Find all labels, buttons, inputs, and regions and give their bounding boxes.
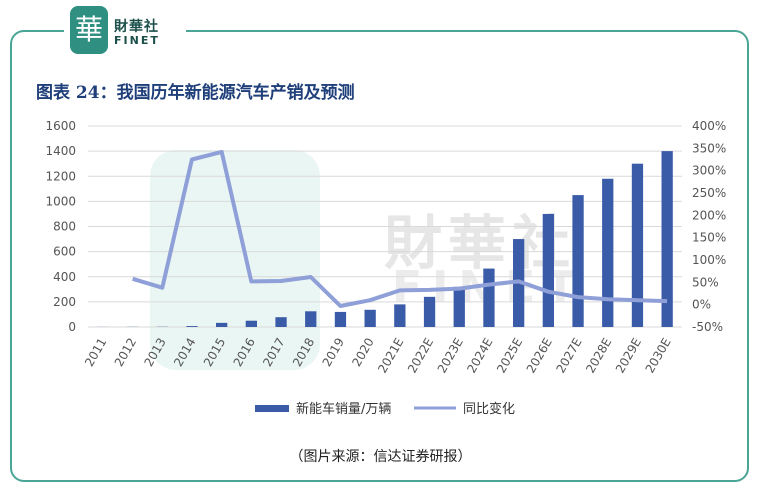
x-tick-label: 2028E bbox=[583, 336, 614, 376]
bar bbox=[364, 309, 376, 327]
x-tick-label: 2027E bbox=[553, 336, 584, 376]
x-tick-label: 2013 bbox=[141, 336, 168, 369]
bar bbox=[572, 195, 584, 327]
x-tick-label: 2021E bbox=[375, 336, 406, 376]
finet-logo: 華 財華社 FINET bbox=[64, 6, 186, 60]
legend-bar-swatch bbox=[255, 405, 289, 412]
left-tick-label: 400 bbox=[53, 270, 76, 284]
x-tick-label: 2011 bbox=[82, 336, 109, 369]
x-tick-label: 2023E bbox=[435, 336, 466, 376]
x-tick-label: 2022E bbox=[405, 336, 436, 376]
bar bbox=[453, 286, 465, 327]
right-tick-label: 400% bbox=[692, 119, 726, 133]
bar bbox=[423, 296, 436, 327]
right-tick-label: 250% bbox=[692, 186, 726, 200]
x-tick-label: 2017 bbox=[260, 336, 287, 369]
bar bbox=[542, 213, 554, 327]
left-tick-label: 1000 bbox=[45, 194, 76, 208]
right-tick-label: 50% bbox=[692, 275, 719, 289]
x-tick-label: 2024E bbox=[464, 336, 495, 376]
source-note: （图片来源：信达证券研报） bbox=[289, 449, 472, 465]
chart-frame bbox=[10, 30, 749, 482]
x-tick-label: 2014 bbox=[171, 336, 198, 369]
bar bbox=[661, 151, 673, 327]
left-tick-label: 1200 bbox=[45, 169, 76, 183]
bar bbox=[186, 326, 198, 327]
x-tick-label: 2026E bbox=[524, 336, 555, 376]
bar-series bbox=[97, 151, 673, 327]
left-tick-label: 200 bbox=[53, 295, 76, 309]
legend-bar-label: 新能车销量/万辆 bbox=[296, 401, 391, 417]
right-tick-label: 100% bbox=[692, 253, 726, 267]
watermark-chinese: 財華社 bbox=[384, 209, 577, 277]
left-tick-label: 800 bbox=[53, 220, 76, 234]
right-tick-label: 300% bbox=[692, 164, 726, 178]
left-tick-label: 600 bbox=[53, 245, 76, 259]
legend-line-label: 同比变化 bbox=[463, 401, 515, 417]
right-tick-label: 200% bbox=[692, 208, 726, 222]
x-tick-label: 2019 bbox=[320, 336, 347, 369]
bar bbox=[245, 320, 257, 327]
x-tick-label: 2020 bbox=[349, 336, 376, 369]
bar bbox=[334, 311, 347, 327]
yoy-line bbox=[132, 149, 668, 308]
logo-english: FINET bbox=[114, 34, 160, 47]
right-tick-label: 350% bbox=[692, 141, 726, 155]
x-tick-label: 2018 bbox=[290, 336, 317, 369]
bar bbox=[275, 317, 287, 327]
bar bbox=[602, 178, 614, 327]
left-tick-label: 1400 bbox=[45, 144, 76, 158]
x-tick-label: 2015 bbox=[201, 336, 228, 369]
bar bbox=[305, 311, 317, 327]
x-tick-label: 2012 bbox=[112, 336, 139, 369]
x-axis: 2011 2012 2013 2014 2015 2016 2017 2018 2019 2020… bbox=[82, 336, 674, 376]
right-axis: -50% 0% 50% 100% 150% 200% 250% 300% 350% 400% bbox=[692, 119, 726, 334]
x-tick-label: 2029E bbox=[613, 336, 644, 376]
x-tick-label: 2030E bbox=[643, 336, 674, 376]
legend: 新能车销量/万辆 同比变化 bbox=[255, 401, 515, 417]
line-series bbox=[132, 149, 668, 308]
bar bbox=[631, 163, 644, 327]
x-tick-label: 2016 bbox=[231, 336, 258, 369]
left-tick-label: 1600 bbox=[45, 119, 76, 133]
x-tick-label: 2025E bbox=[494, 336, 525, 376]
left-tick-label: 0 bbox=[68, 320, 76, 334]
logo-badge: 華 bbox=[70, 6, 108, 54]
bar bbox=[216, 322, 228, 327]
right-tick-label: 0% bbox=[692, 298, 711, 312]
right-tick-label: 150% bbox=[692, 231, 726, 245]
bar bbox=[483, 268, 495, 327]
left-axis: 0 200 400 600 800 1000 1200 1400 1600 bbox=[45, 119, 76, 334]
watermark-emblem bbox=[150, 150, 320, 370]
right-tick-label: -50% bbox=[692, 320, 723, 334]
chart-title: 图表 24：我国历年新能源汽车产销及预测 bbox=[36, 83, 355, 103]
bar bbox=[394, 304, 406, 327]
logo-chinese: 財華社 bbox=[114, 19, 159, 35]
